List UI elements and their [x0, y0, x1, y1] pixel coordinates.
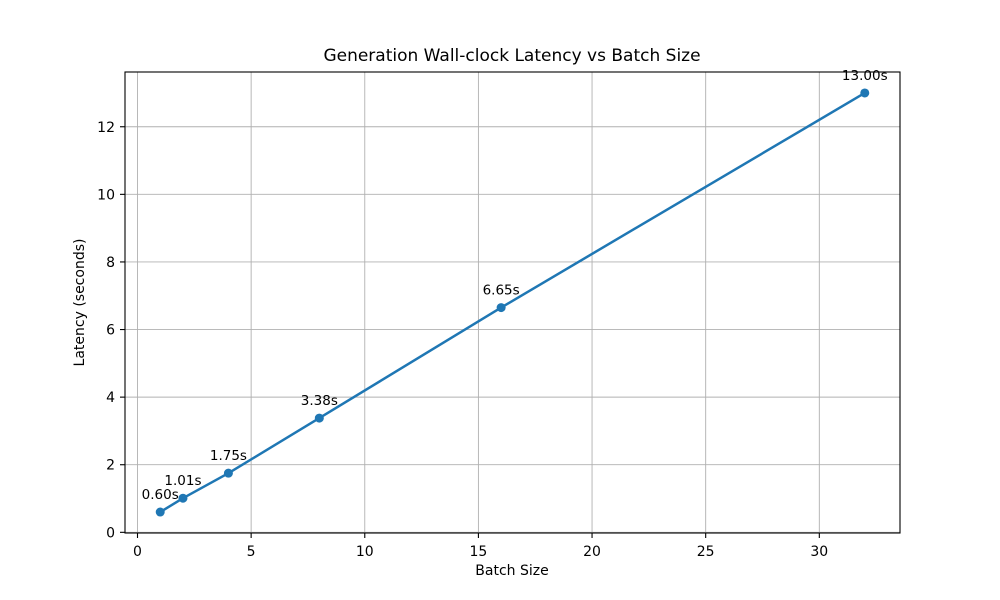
- data-point: [155, 507, 165, 517]
- point-annotation: 0.60s: [142, 487, 179, 503]
- y-tick-label: 10: [97, 187, 115, 203]
- series-layer: [155, 88, 870, 517]
- point-annotation: 1.75s: [210, 448, 247, 464]
- chart-title: Generation Wall-clock Latency vs Batch S…: [323, 46, 700, 66]
- x-axis-label: Batch Size: [475, 563, 548, 579]
- grid-layer: [125, 72, 900, 533]
- y-tick-label: 2: [106, 458, 115, 474]
- x-tick-label: 10: [356, 544, 374, 560]
- data-point: [314, 413, 324, 423]
- x-tick-label: 0: [133, 544, 142, 560]
- y-tick-label: 0: [106, 525, 115, 541]
- tick-layer: 0 5 10 15 20 25 30 0 2 4 6 8 10 12: [97, 120, 828, 560]
- point-annotation: 1.01s: [164, 473, 201, 489]
- point-annotation: 6.65s: [483, 283, 520, 299]
- data-point: [860, 88, 870, 98]
- x-tick-label: 30: [810, 544, 828, 560]
- x-tick-label: 5: [247, 544, 256, 560]
- series-line: [158, 91, 867, 514]
- y-tick-label: 12: [97, 120, 115, 136]
- y-tick-label: 8: [106, 255, 115, 271]
- x-tick-label: 15: [469, 544, 487, 560]
- spine-layer: [124, 71, 901, 534]
- x-tick-label: 20: [583, 544, 601, 560]
- data-point: [496, 303, 506, 313]
- data-point: [223, 468, 233, 478]
- plot-border: [124, 71, 901, 534]
- data-point: [178, 493, 188, 503]
- point-annotation: 3.38s: [301, 393, 338, 409]
- y-axis-label: Latency (seconds): [72, 239, 88, 367]
- y-tick-label: 4: [106, 390, 115, 406]
- y-tick-label: 6: [106, 323, 115, 339]
- point-annotation: 13.00s: [842, 68, 888, 84]
- x-tick-label: 25: [697, 544, 715, 560]
